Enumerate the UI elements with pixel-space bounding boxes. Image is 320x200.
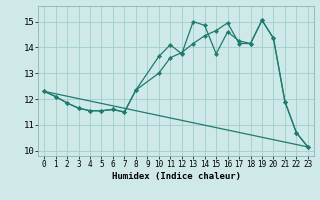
X-axis label: Humidex (Indice chaleur): Humidex (Indice chaleur) xyxy=(111,172,241,181)
